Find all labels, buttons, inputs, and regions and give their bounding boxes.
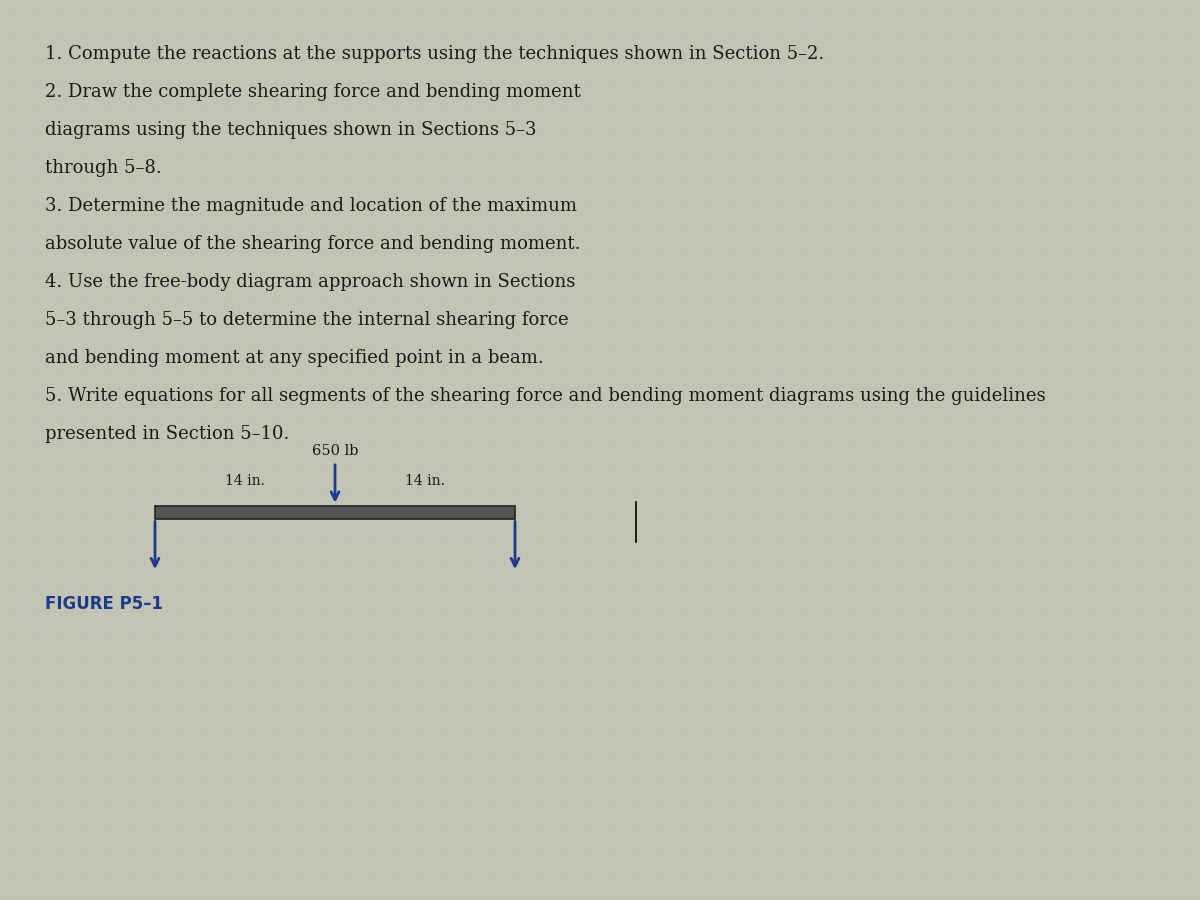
Text: FIGURE P5–1: FIGURE P5–1 bbox=[46, 595, 163, 613]
Text: 5. Write equations for all segments of the shearing force and bending moment dia: 5. Write equations for all segments of t… bbox=[46, 387, 1045, 405]
Text: 5–3 through 5–5 to determine the internal shearing force: 5–3 through 5–5 to determine the interna… bbox=[46, 311, 569, 329]
Text: 14 in.: 14 in. bbox=[226, 474, 265, 488]
Text: 650 lb: 650 lb bbox=[312, 444, 359, 458]
Text: 2. Draw the complete shearing force and bending moment: 2. Draw the complete shearing force and … bbox=[46, 83, 581, 101]
Text: absolute value of the shearing force and bending moment.: absolute value of the shearing force and… bbox=[46, 235, 581, 253]
Text: presented in Section 5–10.: presented in Section 5–10. bbox=[46, 425, 289, 443]
Text: 14 in.: 14 in. bbox=[406, 474, 445, 488]
Text: 1. Compute the reactions at the supports using the techniques shown in Section 5: 1. Compute the reactions at the supports… bbox=[46, 45, 824, 63]
Text: diagrams using the techniques shown in Sections 5–3: diagrams using the techniques shown in S… bbox=[46, 121, 536, 139]
Text: and bending moment at any specified point in a beam.: and bending moment at any specified poin… bbox=[46, 349, 544, 367]
Text: through 5–8.: through 5–8. bbox=[46, 159, 162, 177]
Text: 3. Determine the magnitude and location of the maximum: 3. Determine the magnitude and location … bbox=[46, 197, 577, 215]
Bar bbox=[155, 506, 515, 518]
Text: 4. Use the free-body diagram approach shown in Sections: 4. Use the free-body diagram approach sh… bbox=[46, 273, 575, 291]
